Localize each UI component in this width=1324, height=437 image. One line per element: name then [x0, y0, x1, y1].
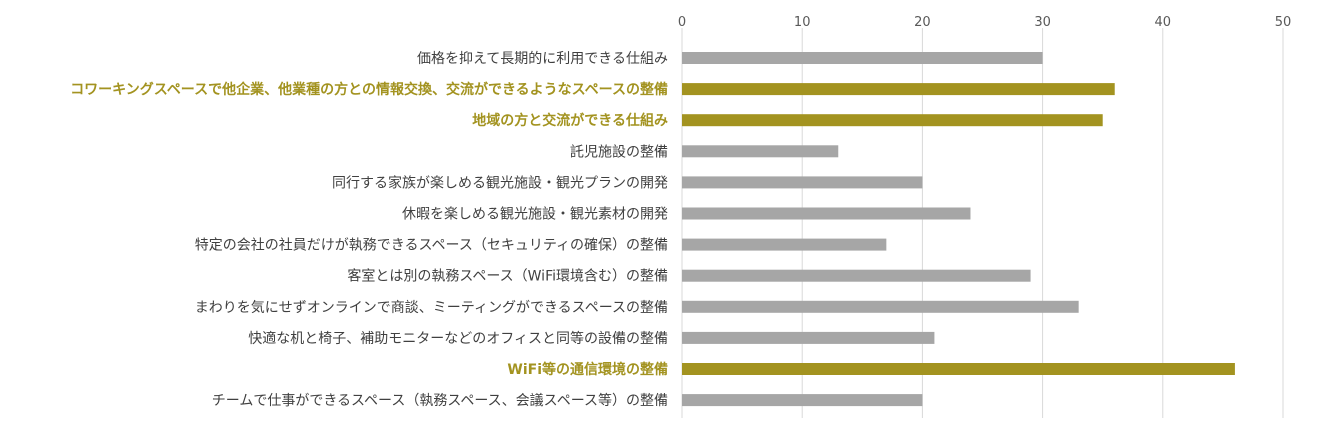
category-label: 客室とは別の執務スペース（WiFi環境含む）の整備 [347, 268, 668, 285]
category-label: 価格を抑えて長期的に利用できる仕組み [417, 51, 668, 67]
x-tick-label: 50 [1275, 15, 1292, 30]
bar [682, 363, 1235, 375]
bar [682, 145, 839, 158]
bar [682, 52, 1043, 64]
category-label: 快適な机と椅子、補助モニターなどのオフィスと同等の設備の整備 [248, 330, 668, 347]
bar [682, 394, 923, 407]
category-label: 特定の会社の社員だけが執務できるスペース（セキュリティの確保）の整備 [195, 238, 668, 254]
category-label: 休暇を楽しめる観光施設・観光素材の開発 [402, 206, 668, 223]
category-label: WiFi等の通信環境の整備 [507, 361, 668, 378]
bar [682, 114, 1103, 127]
x-tick-label: 10 [794, 15, 811, 30]
bar [682, 269, 1031, 282]
x-tick-label: 0 [678, 15, 686, 30]
bar [682, 300, 1079, 313]
category-label: 地域の方と交流ができる仕組み [472, 112, 668, 129]
bars [682, 52, 1235, 407]
bar [682, 238, 887, 251]
x-axis-tick-labels: 0 10 20 30 40 50 [678, 15, 1291, 30]
x-tick-label: 20 [914, 15, 931, 30]
bar [682, 331, 935, 344]
category-label: 託児施設の整備 [570, 144, 668, 160]
bar [682, 207, 971, 220]
bar [682, 83, 1115, 96]
category-label: 同行する家族が楽しめる観光施設・観光プランの開発 [332, 174, 668, 191]
x-tick-label: 30 [1034, 15, 1051, 30]
category-label: コワーキングスペースで他企業、他業種の方との情報交換、交流ができるようなスペース… [70, 81, 668, 98]
category-label: まわりを気にせずオンラインで商談、ミーティングができるスペースの整備 [195, 300, 668, 316]
x-tick-label: 40 [1155, 15, 1172, 30]
category-labels: 価格を抑えて長期的に利用できる仕組みコワーキングスペースで他企業、他業種の方との… [70, 51, 668, 409]
bar [682, 176, 923, 189]
category-label: チームで仕事ができるスペース（執務スペース、会議スペース等）の整備 [212, 392, 668, 409]
